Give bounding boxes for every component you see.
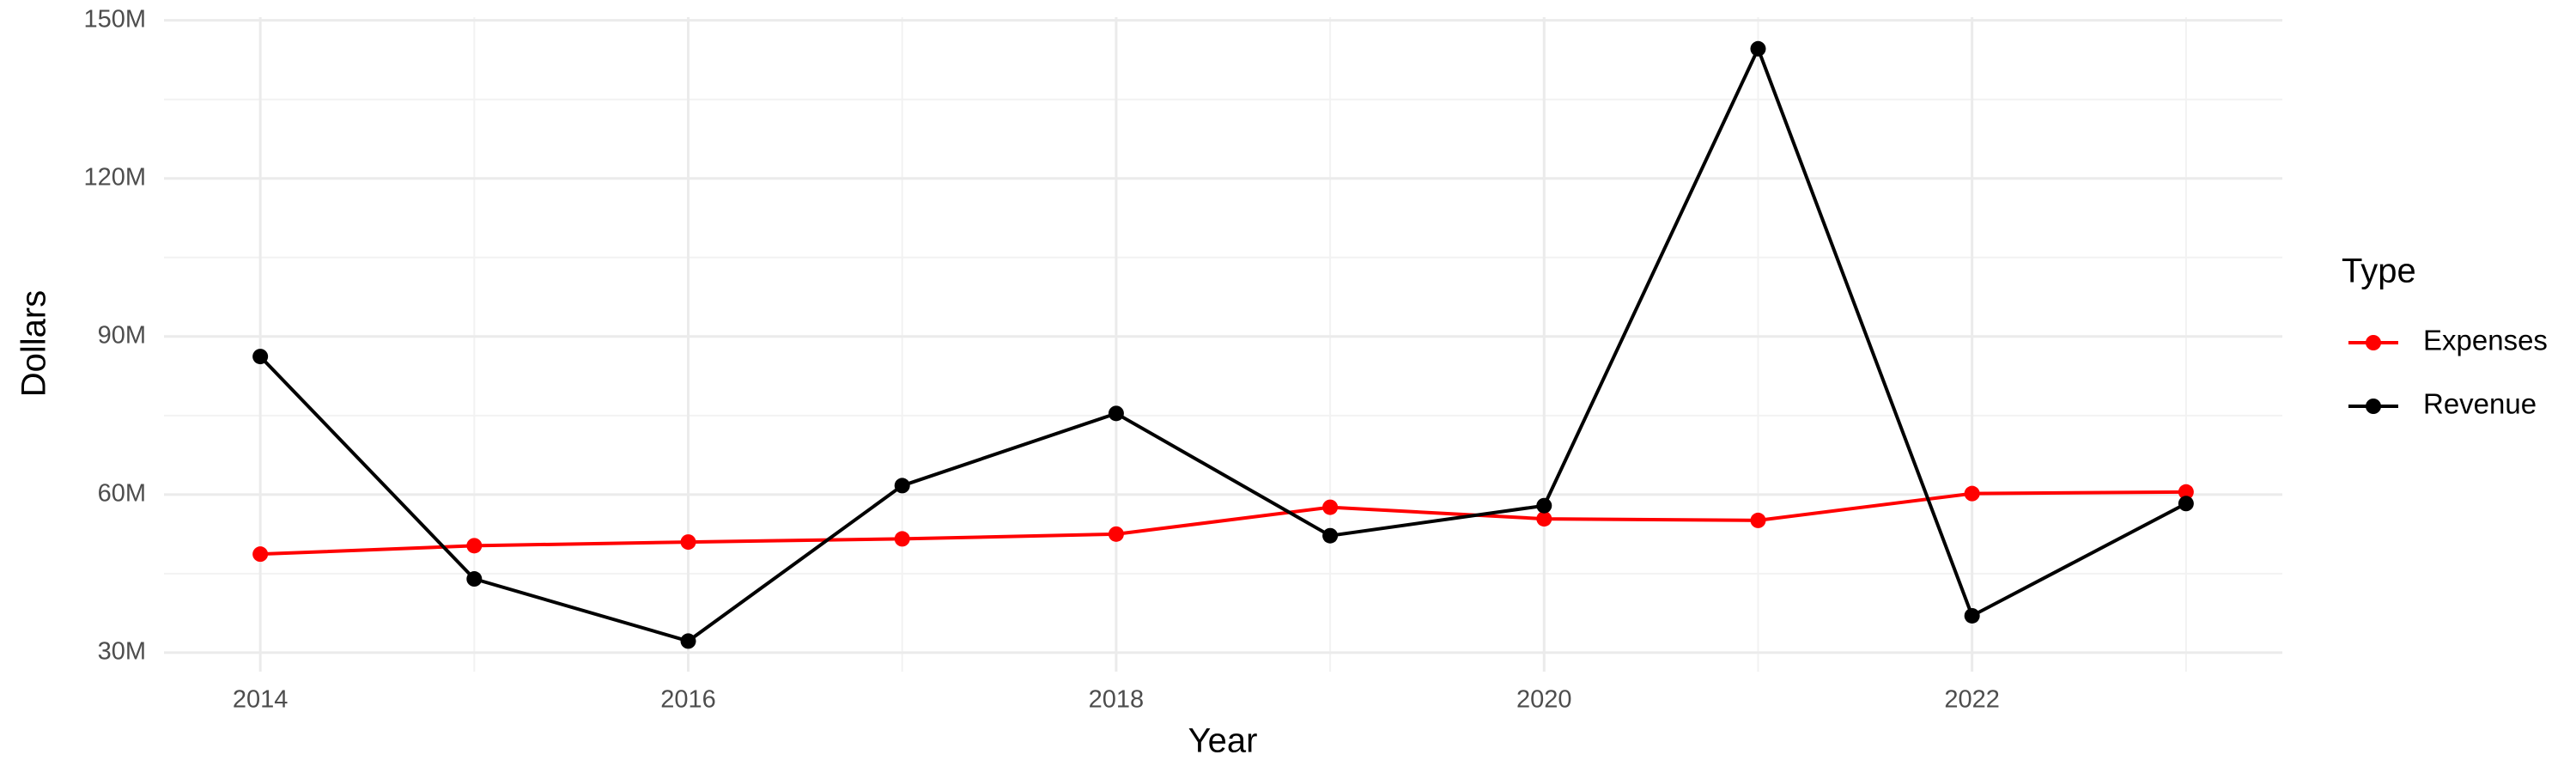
y-tick-label: 150M [83, 5, 146, 33]
data-point [1322, 499, 1339, 515]
x-tick-label: 2018 [1089, 686, 1145, 714]
y-tick-label: 90M [98, 321, 146, 349]
grid [164, 17, 2282, 672]
data-point [1536, 497, 1552, 514]
y-tick-label: 60M [98, 480, 146, 508]
data-point [1108, 526, 1124, 542]
y-axis-title: Dollars [15, 290, 53, 397]
data-point [1322, 527, 1339, 544]
data-point [466, 538, 483, 554]
data-point [2178, 496, 2194, 512]
x-tick-label: 2022 [1944, 686, 2000, 714]
series-line [258, 44, 2187, 643]
data-point [252, 349, 269, 365]
legend-marker [2366, 399, 2381, 414]
data-point [2178, 484, 2194, 500]
data-point [466, 571, 483, 587]
data-point [680, 534, 696, 551]
data-point [252, 546, 269, 563]
data-point [1964, 607, 1980, 624]
x-axis-title: Year [1188, 722, 1258, 760]
data-point [894, 531, 910, 547]
data-point [1750, 512, 1766, 528]
data-point [680, 633, 696, 649]
x-tick-label: 2014 [233, 686, 289, 714]
legend-marker [2366, 335, 2381, 350]
data-point [1964, 485, 1980, 502]
legend-label: Expenses [2423, 325, 2548, 356]
x-tick-label: 2016 [660, 686, 716, 714]
data-point [894, 478, 910, 494]
data-point [1750, 40, 1766, 57]
legend-label: Revenue [2423, 388, 2537, 420]
y-tick-label: 120M [83, 163, 146, 191]
y-tick-label: 30M [98, 638, 146, 666]
data-point [1108, 405, 1124, 422]
series-line [260, 490, 2186, 557]
legend-title: Type [2342, 253, 2416, 290]
x-tick-label: 2020 [1516, 686, 1572, 714]
data-point [1536, 511, 1552, 527]
